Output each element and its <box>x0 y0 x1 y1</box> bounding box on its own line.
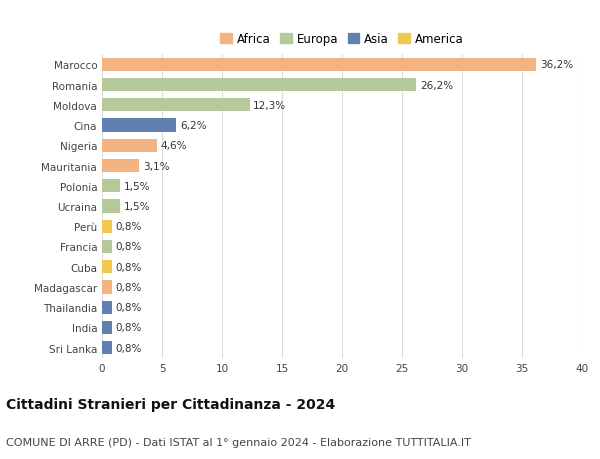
Text: 0,8%: 0,8% <box>115 242 142 252</box>
Bar <box>102 321 112 334</box>
Text: Cittadini Stranieri per Cittadinanza - 2024: Cittadini Stranieri per Cittadinanza - 2… <box>6 397 335 411</box>
Bar <box>102 180 120 193</box>
Text: 36,2%: 36,2% <box>540 60 573 70</box>
Text: COMUNE DI ARRE (PD) - Dati ISTAT al 1° gennaio 2024 - Elaborazione TUTTITALIA.IT: COMUNE DI ARRE (PD) - Dati ISTAT al 1° g… <box>6 437 471 448</box>
Text: 0,8%: 0,8% <box>115 222 142 232</box>
Bar <box>102 79 416 92</box>
Text: 12,3%: 12,3% <box>253 101 286 111</box>
Bar <box>102 341 112 354</box>
Text: 3,1%: 3,1% <box>143 161 169 171</box>
Bar <box>102 99 250 112</box>
Text: 4,6%: 4,6% <box>161 141 187 151</box>
Bar <box>102 220 112 233</box>
Bar <box>102 281 112 294</box>
Text: 26,2%: 26,2% <box>420 80 453 90</box>
Text: 1,5%: 1,5% <box>124 202 150 212</box>
Bar <box>102 301 112 314</box>
Bar <box>102 59 536 72</box>
Bar <box>102 261 112 274</box>
Bar <box>102 119 176 132</box>
Bar <box>102 241 112 253</box>
Text: 0,8%: 0,8% <box>115 302 142 313</box>
Bar <box>102 160 139 173</box>
Bar <box>102 200 120 213</box>
Text: 6,2%: 6,2% <box>180 121 206 131</box>
Text: 0,8%: 0,8% <box>115 282 142 292</box>
Text: 1,5%: 1,5% <box>124 181 150 191</box>
Text: 0,8%: 0,8% <box>115 262 142 272</box>
Legend: Africa, Europa, Asia, America: Africa, Europa, Asia, America <box>218 31 466 48</box>
Text: 0,8%: 0,8% <box>115 323 142 333</box>
Text: 0,8%: 0,8% <box>115 343 142 353</box>
Bar <box>102 140 157 152</box>
